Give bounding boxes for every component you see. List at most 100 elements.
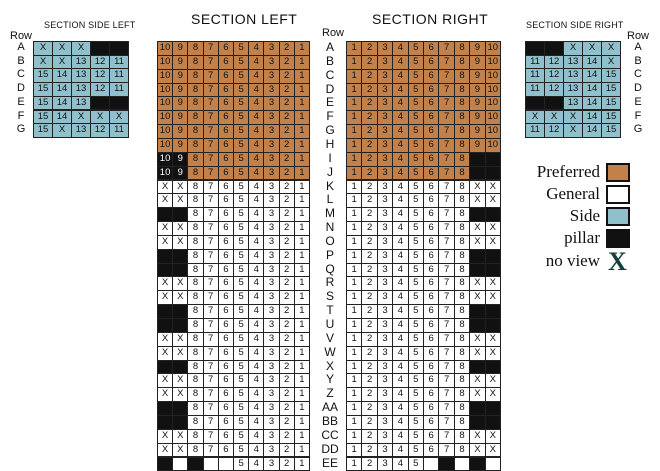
right-section-seat: 8 [454, 429, 470, 444]
side-right-seat: 15 [601, 110, 621, 125]
main-row-label: T [313, 304, 347, 318]
side-right-seat [544, 41, 564, 56]
right-section-seat: X [469, 387, 485, 402]
right-section-seat: 4 [392, 332, 408, 347]
right-section-seat: 3 [377, 429, 393, 444]
left-section-seat: 6 [218, 415, 234, 430]
side-left-row-label: E [4, 96, 38, 110]
left-section-seat: 4 [248, 290, 264, 305]
right-section-seat: X [485, 373, 501, 388]
side-right-row-label: C [621, 68, 655, 82]
legend-label-general: General [546, 184, 600, 204]
right-section-seat: 2 [361, 207, 377, 222]
right-section-seat: 6 [423, 221, 439, 236]
left-section-seat: 7 [203, 110, 219, 125]
right-section-seat: 5 [408, 443, 424, 458]
left-section-seat [157, 263, 173, 278]
side-right-seat: 15 [601, 123, 621, 138]
left-section-seat: 10 [157, 166, 173, 181]
left-section-seat: 4 [248, 373, 264, 388]
left-section-seat [172, 415, 188, 430]
right-section-seat: X [485, 290, 501, 305]
side-right-row-label: B [621, 55, 655, 69]
right-section-seat: 8 [454, 138, 470, 153]
right-section-seat: X [469, 443, 485, 458]
left-section-seat: 2 [279, 152, 295, 167]
left-section-seat: 6 [218, 304, 234, 319]
left-section-seat: 6 [218, 443, 234, 458]
left-section-seat: 5 [233, 138, 249, 153]
left-section-seat: 3 [263, 249, 279, 264]
right-section-seat: 4 [392, 221, 408, 236]
left-section-seat: 7 [203, 304, 219, 319]
side-left-seat [90, 96, 110, 111]
left-section-seat: 5 [233, 373, 249, 388]
left-section-seat: 4 [248, 443, 264, 458]
left-section-seat: 6 [218, 318, 234, 333]
side-left-row-label: F [4, 110, 38, 124]
left-section-seat: 8 [187, 332, 203, 347]
left-section-seat: 7 [203, 276, 219, 291]
right-section-seat: 7 [438, 429, 454, 444]
right-section-seat: 4 [392, 373, 408, 388]
no-view-x-icon: X [608, 249, 627, 275]
side-right-seat: X [563, 110, 583, 125]
left-section-seat: 7 [203, 96, 219, 111]
right-section-seat: 4 [392, 443, 408, 458]
right-section-seat: 5 [408, 276, 424, 291]
right-section-seat: 6 [423, 263, 439, 278]
right-section-seat: 7 [438, 387, 454, 402]
right-section-seat: 10 [485, 55, 501, 70]
right-section-seat: X [469, 193, 485, 208]
right-section-seat: 1 [346, 360, 362, 375]
side-right-row-label: G [621, 123, 655, 137]
left-section-seat: 2 [279, 55, 295, 70]
right-section-seat: 9 [469, 124, 485, 139]
right-section-seat: 7 [438, 249, 454, 264]
left-section-seat [157, 360, 173, 375]
left-section-seat: 3 [263, 401, 279, 416]
legend-label-preferred: Preferred [537, 162, 600, 182]
left-section-seat: 3 [263, 263, 279, 278]
left-section-seat: 6 [218, 235, 234, 250]
right-section-seat [423, 457, 439, 471]
left-section-seat: 2 [279, 166, 295, 181]
left-section-seat: 5 [233, 276, 249, 291]
left-section-seat: 8 [187, 304, 203, 319]
left-section-seat: X [157, 180, 173, 195]
left-section-seat: 2 [279, 180, 295, 195]
left-section-seat: 9 [172, 166, 188, 181]
right-section-seat: 3 [377, 207, 393, 222]
right-section-seat: 6 [423, 138, 439, 153]
right-section-seat: 2 [361, 152, 377, 167]
right-section-seat: 3 [377, 221, 393, 236]
right-section-seat: 5 [408, 96, 424, 111]
right-section-seat: 4 [392, 69, 408, 84]
right-section-seat: 1 [346, 124, 362, 139]
right-section-seat: 3 [377, 332, 393, 347]
right-section-seat: 2 [361, 96, 377, 111]
left-section-seat: X [172, 332, 188, 347]
right-section-seat: 5 [408, 318, 424, 333]
right-section-seat: 3 [377, 138, 393, 153]
left-section-seat: 1 [294, 193, 310, 208]
right-section-seat: 3 [377, 235, 393, 250]
left-section-seat [203, 457, 219, 471]
left-section-seat: 1 [294, 110, 310, 125]
left-section-seat: 3 [263, 180, 279, 195]
left-section-seat: 8 [187, 41, 203, 56]
left-section-seat: 6 [218, 429, 234, 444]
left-section-seat: 3 [263, 276, 279, 291]
right-section-seat [485, 360, 501, 375]
left-section-seat: 2 [279, 235, 295, 250]
right-section-seat: 9 [469, 41, 485, 56]
left-section-seat: 3 [263, 429, 279, 444]
left-section-seat: 4 [248, 415, 264, 430]
left-section-seat: 9 [172, 152, 188, 167]
left-section-seat: 2 [279, 249, 295, 264]
right-section-seat: 1 [346, 110, 362, 125]
right-section-seat: 7 [438, 166, 454, 181]
right-section-seat: 5 [408, 429, 424, 444]
left-section-seat: 7 [203, 387, 219, 402]
right-section-seat: 7 [438, 346, 454, 361]
